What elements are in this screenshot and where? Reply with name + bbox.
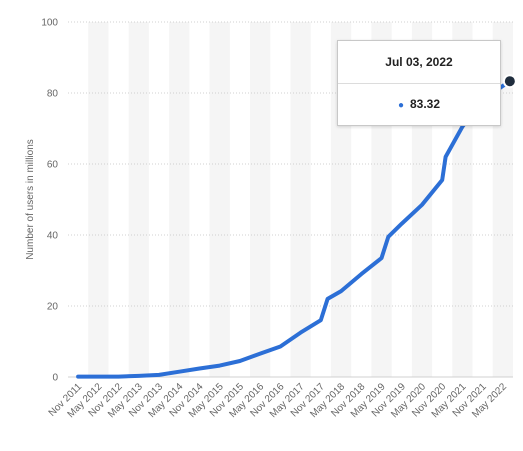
highlighted-data-point[interactable]: [502, 74, 517, 89]
tooltip-value-row: ● 83.32: [338, 84, 500, 125]
series-layer: [76, 74, 517, 379]
y-tick-label: 80: [47, 89, 59, 100]
y-tick-label: 100: [41, 18, 58, 29]
data-tooltip: Jul 03, 2022 ● 83.32: [337, 40, 501, 126]
y-axis: 0 20 40 60 80 100: [41, 18, 58, 384]
column-band: [209, 22, 230, 377]
y-tick-label: 20: [47, 302, 59, 313]
column-band: [169, 22, 190, 377]
y-axis-label: Number of users in millions: [25, 139, 36, 260]
column-band: [290, 22, 311, 377]
tooltip-value: 83.32: [410, 97, 441, 111]
y-tick-label: 0: [52, 373, 58, 384]
y-tick-label: 40: [47, 231, 59, 242]
column-band: [128, 22, 149, 377]
column-band: [88, 22, 109, 377]
series-line: [76, 79, 512, 379]
tooltip-date: Jul 03, 2022: [338, 41, 500, 84]
series-dot-icon: ●: [397, 100, 404, 111]
y-tick-label: 60: [47, 160, 59, 171]
column-band: [250, 22, 271, 377]
